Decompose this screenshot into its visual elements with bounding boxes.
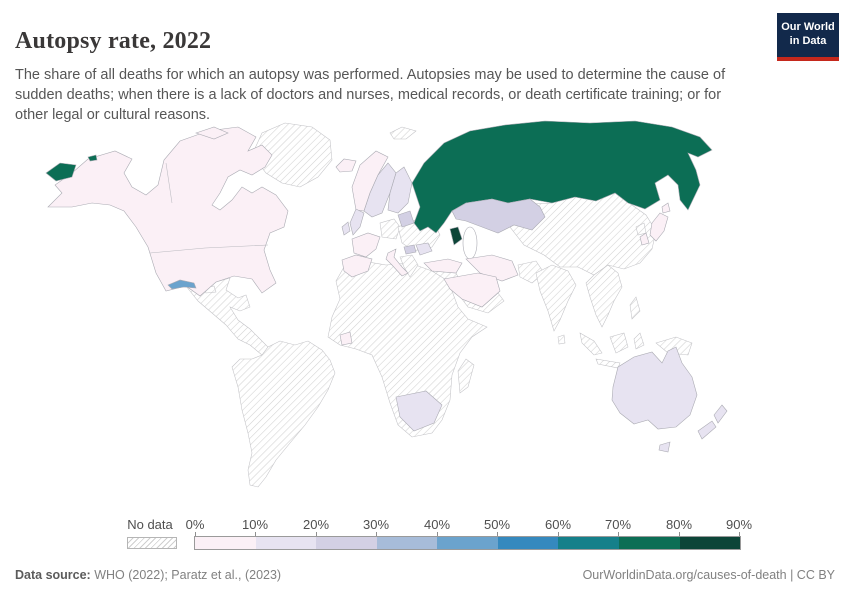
legend-tick-50: 50% bbox=[483, 517, 511, 532]
legend-tick-20: 20% bbox=[302, 517, 330, 532]
country-finland[interactable] bbox=[387, 166, 413, 214]
legend-color-bar bbox=[194, 536, 741, 550]
country-cote-divoire[interactable] bbox=[339, 331, 353, 346]
country-new-zealand-south[interactable] bbox=[697, 420, 717, 440]
map-legend: No data 0% 10% 20% 30% 40% 50% 60% 70% 8… bbox=[0, 515, 850, 555]
legend-tickmark bbox=[679, 532, 680, 537]
country-romania[interactable] bbox=[415, 242, 433, 256]
legend-bin-10-20[interactable] bbox=[255, 537, 317, 549]
legend-no-data-swatch[interactable] bbox=[127, 537, 177, 549]
region-mexico-central-america-nodata[interactable] bbox=[185, 277, 269, 356]
country-south-korea[interactable] bbox=[639, 232, 650, 246]
region-sri-lanka-nodata[interactable] bbox=[557, 334, 566, 345]
country-cuba[interactable] bbox=[167, 279, 197, 290]
alaska-canada-border bbox=[165, 162, 173, 204]
legend-tick-40: 40% bbox=[423, 517, 451, 532]
country-united-kingdom[interactable] bbox=[349, 208, 365, 236]
country-italy[interactable] bbox=[385, 248, 409, 277]
legend-tickmark bbox=[739, 532, 740, 537]
country-russia-wrangel[interactable] bbox=[87, 154, 98, 162]
owid-credit-link[interactable]: OurWorldinData.org/causes-of-death | CC … bbox=[582, 568, 835, 582]
country-japan-hokkaido[interactable] bbox=[661, 202, 671, 214]
world-choropleth-map[interactable] bbox=[0, 115, 850, 513]
us-canada-border bbox=[149, 244, 269, 254]
region-borneo-nodata[interactable] bbox=[609, 332, 629, 354]
legend-bin-80-90[interactable] bbox=[679, 537, 741, 549]
legend-tickmark bbox=[316, 532, 317, 537]
region-sumatra-nodata[interactable] bbox=[579, 332, 603, 356]
legend-tickmark bbox=[195, 532, 196, 537]
chart-footer: Data source: WHO (2022); Paratz et al., … bbox=[15, 568, 835, 582]
region-sulawesi-nodata[interactable] bbox=[633, 332, 645, 350]
map-svg bbox=[45, 120, 728, 488]
chart-subtitle: The share of all deaths for which an aut… bbox=[15, 66, 726, 124]
legend-bin-30-40[interactable] bbox=[376, 537, 438, 549]
legend-tickmark bbox=[558, 532, 559, 537]
legend-bin-50-60[interactable] bbox=[497, 537, 559, 549]
country-japan[interactable] bbox=[649, 212, 669, 242]
legend-tickmark bbox=[255, 532, 256, 537]
legend-tick-60: 60% bbox=[544, 517, 572, 532]
country-ireland[interactable] bbox=[341, 221, 351, 236]
country-canada-arctic-islands[interactable] bbox=[195, 126, 229, 140]
country-kazakhstan[interactable] bbox=[451, 198, 546, 234]
country-canada-usa[interactable] bbox=[47, 126, 289, 297]
region-svalbard-nodata[interactable] bbox=[389, 126, 417, 140]
legend-bin-20-30[interactable] bbox=[316, 537, 377, 549]
region-india-nodata[interactable] bbox=[535, 264, 577, 332]
country-south-africa[interactable] bbox=[395, 390, 443, 432]
country-georgia[interactable] bbox=[449, 226, 463, 246]
caspian-sea bbox=[462, 226, 478, 260]
legend-tick-90: 90% bbox=[725, 517, 753, 532]
country-iceland[interactable] bbox=[335, 158, 357, 173]
region-madagascar-nodata[interactable] bbox=[457, 358, 475, 394]
region-south-america-nodata[interactable] bbox=[231, 340, 336, 488]
legend-bin-0-10[interactable] bbox=[195, 537, 256, 549]
region-balkans-nodata[interactable] bbox=[399, 254, 419, 278]
legend-tick-70: 70% bbox=[604, 517, 632, 532]
country-hungary[interactable] bbox=[403, 244, 417, 255]
legend-tick-0: 0% bbox=[185, 517, 205, 532]
legend-tickmark bbox=[437, 532, 438, 537]
region-greenland-nodata[interactable] bbox=[251, 122, 333, 188]
country-spain-portugal[interactable] bbox=[341, 254, 373, 278]
region-central-europe-nodata[interactable] bbox=[379, 218, 401, 240]
country-russia-chukotka[interactable] bbox=[45, 162, 77, 182]
legend-tickmark bbox=[497, 532, 498, 537]
country-saudi-arabia[interactable] bbox=[443, 272, 501, 308]
country-new-zealand-north[interactable] bbox=[713, 404, 728, 424]
legend-bin-40-50[interactable] bbox=[437, 537, 498, 549]
data-source-text: Data source: WHO (2022); Paratz et al., … bbox=[15, 568, 281, 582]
legend-tickmark bbox=[376, 532, 377, 537]
country-iran[interactable] bbox=[465, 254, 519, 282]
owid-logo[interactable]: Our World in Data bbox=[777, 13, 839, 61]
country-turkey[interactable] bbox=[423, 258, 463, 274]
region-southeast-asia-nodata[interactable] bbox=[585, 264, 623, 328]
owid-logo-line1: Our World bbox=[781, 21, 835, 34]
country-australia-tasmania[interactable] bbox=[658, 441, 671, 453]
region-new-guinea-nodata[interactable] bbox=[655, 336, 693, 356]
data-source-value: WHO (2022); Paratz et al., (2023) bbox=[90, 568, 282, 582]
page-title: Autopsy rate, 2022 bbox=[15, 28, 212, 55]
region-java-nodata[interactable] bbox=[595, 358, 621, 369]
legend-tick-80: 80% bbox=[665, 517, 693, 532]
legend-tick-10: 10% bbox=[241, 517, 269, 532]
legend-tick-30: 30% bbox=[362, 517, 390, 532]
legend-bin-70-80[interactable] bbox=[618, 537, 680, 549]
legend-bin-60-70[interactable] bbox=[558, 537, 619, 549]
region-philippines-nodata[interactable] bbox=[629, 296, 641, 320]
legend-tickmark bbox=[618, 532, 619, 537]
data-source-label: Data source: bbox=[15, 568, 91, 582]
legend-no-data-label: No data bbox=[127, 517, 173, 532]
country-france[interactable] bbox=[351, 232, 381, 258]
owid-logo-line2: in Data bbox=[789, 35, 827, 47]
country-australia[interactable] bbox=[611, 346, 698, 430]
